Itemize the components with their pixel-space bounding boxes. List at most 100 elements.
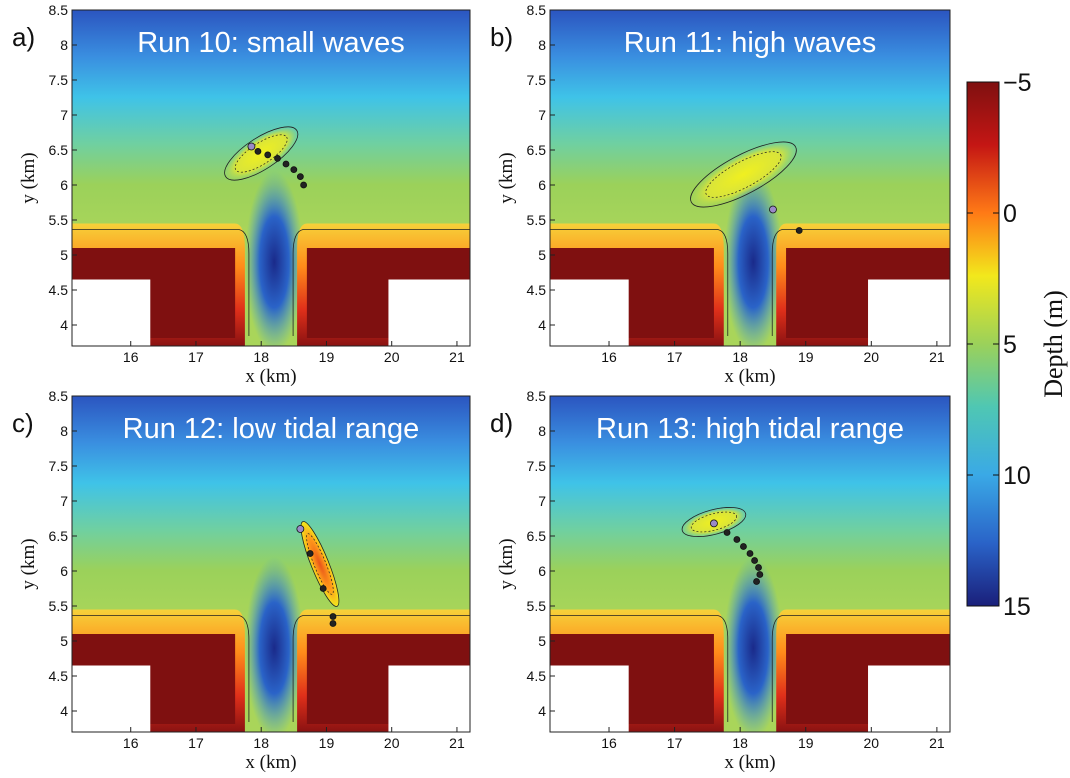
x-tick-label: 16 [123, 735, 139, 751]
shoal-crest-point [755, 564, 762, 571]
masked-area-right [868, 279, 950, 346]
y-tick-label: 8.5 [527, 2, 547, 18]
shoal-contour [705, 151, 782, 198]
colorbar-tick-label: 15 [1003, 593, 1031, 621]
y-tick-label: 7 [60, 107, 68, 123]
y-tick-label: 6 [60, 563, 68, 579]
y-tick-label: 4.5 [527, 282, 547, 298]
y-tick-label: 5 [60, 247, 68, 263]
y-tick-label: 8 [60, 37, 68, 53]
contour-right [771, 615, 950, 722]
contour-left [72, 229, 250, 336]
shoal-crest-point [723, 529, 731, 536]
y-tick-label: 7 [538, 493, 546, 509]
x-tick-label: 21 [929, 349, 945, 365]
y-tick-label: 8.5 [49, 2, 69, 18]
y-axis-label: y (km) [18, 152, 39, 203]
panel-letter: d) [490, 408, 513, 438]
colorbar-tick-label: 10 [1003, 462, 1031, 490]
panel-title: Run 11: high waves [624, 27, 877, 59]
x-tick-label: 17 [667, 349, 683, 365]
masked-area-right [388, 665, 470, 732]
y-tick-label: 6.5 [527, 142, 547, 158]
y-tick-label: 5.5 [49, 598, 69, 614]
x-tick-label: 19 [319, 735, 335, 751]
channel-deep [723, 171, 783, 346]
axes-frame [71, 395, 471, 733]
panel-2: 16 17 18 19 20 21 4 4.5 5 5.5 6 6.5 7 7.5 8 8.5 x (km) y … [490, 2, 951, 387]
x-tick-label: 20 [864, 349, 880, 365]
x-tick-label: 19 [798, 349, 814, 365]
panel-3: 16 17 18 19 20 21 4 4.5 5 5.5 6 6.5 7 7.5 8 8.5 x (km) y … [12, 388, 471, 773]
plot-area [550, 396, 950, 732]
x-tick-label: 16 [601, 735, 617, 751]
y-tick-label: 4.5 [49, 668, 69, 684]
y-tick-label: 5 [60, 633, 68, 649]
x-tick-label: 19 [798, 735, 814, 751]
shoal-crest-point [740, 543, 747, 550]
y-tick-label: 7 [538, 107, 546, 123]
y-tick-label: 5.5 [527, 212, 547, 228]
shoal-contour [234, 134, 288, 173]
x-tick-label: 20 [384, 735, 400, 751]
contour-left [550, 229, 729, 336]
y-tick-label: 6.5 [49, 528, 69, 544]
channel-deep [244, 557, 304, 732]
shoal-crest-point [247, 142, 256, 151]
masked-area-right [388, 279, 470, 346]
y-tick-label: 6.5 [49, 142, 69, 158]
ebb-shoal [224, 126, 299, 181]
panel-title: Run 10: small waves [137, 27, 405, 59]
shoal-crest-point [769, 205, 777, 214]
y-tick-label: 5 [538, 633, 546, 649]
x-axis-label: x (km) [724, 752, 775, 773]
panel-4: 16 17 18 19 20 21 4 4.5 5 5.5 6 6.5 7 7.5 8 8.5 x (km) y … [490, 388, 951, 773]
shoal-crest-point [264, 151, 272, 159]
x-tick-label: 16 [123, 349, 139, 365]
masked-area-left [550, 279, 629, 346]
shoal-crest-point [300, 181, 308, 189]
shoal-crest-point [274, 154, 281, 162]
ebb-shoal [300, 521, 340, 607]
x-tick-label: 18 [253, 349, 269, 365]
x-axis-label: x (km) [245, 366, 296, 387]
panel-title: Run 12: low tidal range [123, 413, 420, 445]
panel-letter: b) [490, 22, 513, 52]
masked-area-right [868, 665, 950, 732]
shoal-crest-point [290, 166, 298, 174]
x-tick-label: 20 [864, 735, 880, 751]
y-tick-label: 7.5 [49, 72, 69, 88]
x-tick-label: 18 [732, 349, 748, 365]
shoal-crest-point [296, 173, 304, 181]
y-tick-label: 7 [60, 493, 68, 509]
y-tick-label: 8 [538, 37, 546, 53]
contour-left [72, 615, 250, 722]
y-tick-label: 6.5 [527, 528, 547, 544]
masked-area-left [550, 665, 629, 732]
y-tick-label: 4 [538, 703, 546, 719]
y-tick-label: 4 [538, 317, 546, 333]
axes-frame [549, 9, 951, 347]
contour-right [292, 615, 470, 722]
y-tick-label: 5 [538, 247, 546, 263]
x-tick-label: 20 [384, 349, 400, 365]
channel-deep [723, 557, 783, 732]
x-axis-label: x (km) [724, 366, 775, 387]
y-tick-label: 7.5 [49, 458, 69, 474]
colorbar-tick-label: 0 [1003, 200, 1017, 228]
y-tick-label: 4.5 [527, 668, 547, 684]
y-tick-label: 8 [60, 423, 68, 439]
shoal-crest-point [746, 550, 754, 557]
x-tick-label: 17 [667, 735, 683, 751]
shoal-crest-point [254, 147, 262, 155]
y-axis-label: y (km) [18, 538, 39, 589]
x-tick-label: 18 [732, 735, 748, 751]
colorbar-tick-label: −5 [1003, 69, 1032, 97]
shoal-crest-point [296, 525, 305, 533]
y-tick-label: 6 [60, 177, 68, 193]
channel-deep [244, 171, 304, 346]
axes-frame [71, 9, 471, 347]
shoal-crest-point [733, 536, 741, 543]
shoal-crest-point [329, 613, 337, 620]
